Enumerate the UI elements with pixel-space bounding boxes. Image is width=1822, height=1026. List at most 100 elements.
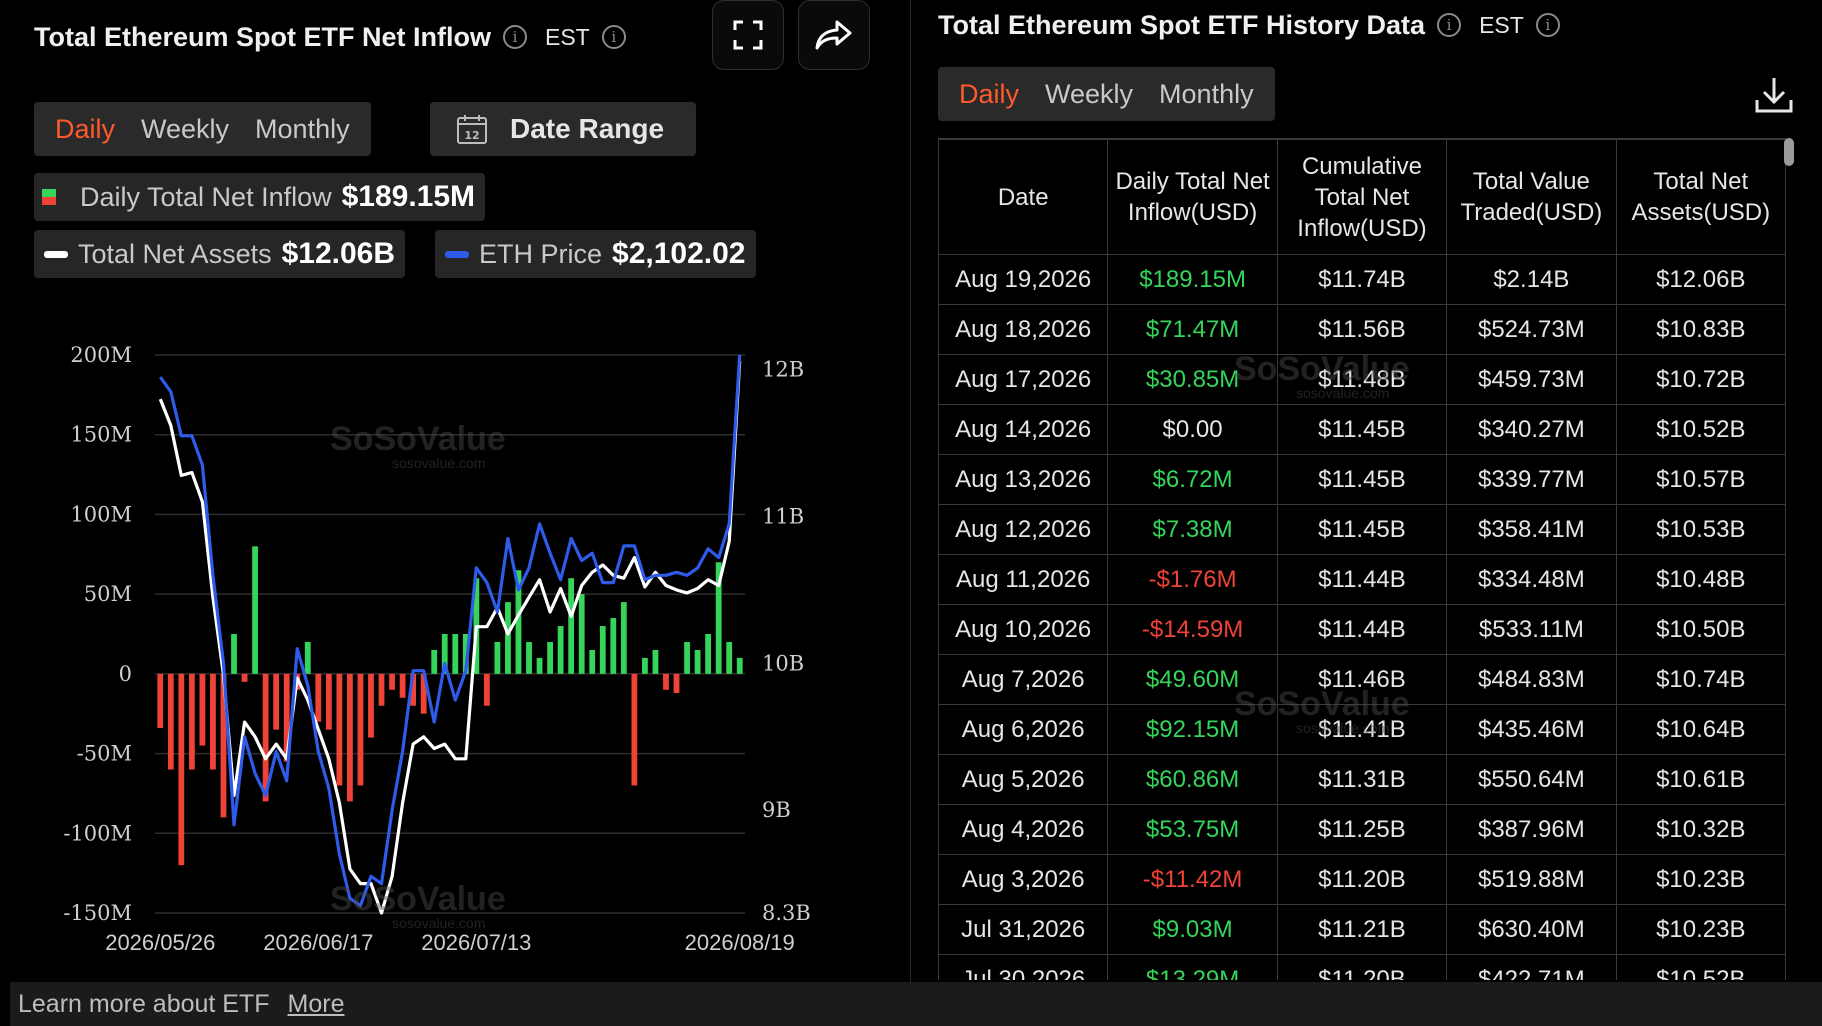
table-row[interactable]: Aug 11,2026 -$1.76M $11.44B $334.48M $10.48B — [938, 554, 1787, 605]
row-net-assets: $10.52B — [1615, 954, 1787, 980]
tab-daily[interactable]: Daily — [959, 78, 1020, 109]
info-icon[interactable]: i — [503, 25, 527, 49]
inflow-bar — [515, 570, 522, 674]
share-button[interactable] — [798, 0, 870, 70]
row-net-assets: $10.57B — [1615, 454, 1787, 505]
row-date: Aug 3,2026 — [938, 854, 1109, 905]
x-tick-label: 2026/05/26 — [105, 930, 215, 955]
row-net-assets: $10.32B — [1615, 804, 1787, 855]
left-tick-label: 150M — [70, 423, 132, 447]
timezone-info-icon[interactable]: i — [1535, 13, 1560, 37]
timezone-info-icon[interactable]: i — [601, 25, 626, 49]
table-row[interactable]: Aug 6,2026 $92.15M $11.41B $435.46M $10.64B — [938, 704, 1787, 755]
legend-eth-price[interactable]: ETH Price $2,102.02 — [435, 230, 756, 278]
download-icon[interactable] — [1754, 76, 1794, 114]
timezone-label: EST — [1479, 11, 1524, 38]
table-row[interactable]: Aug 12,2026 $7.38M $11.45B $358.41M $10.53B — [938, 504, 1787, 555]
tab-daily[interactable]: Daily — [55, 113, 116, 144]
row-date: Aug 17,2026 — [938, 354, 1109, 405]
row-cumulative-inflow: $11.45B — [1276, 454, 1448, 505]
row-cumulative-inflow: $11.45B — [1276, 404, 1448, 455]
legend-price-label: ETH Price — [479, 238, 603, 269]
tab-monthly[interactable]: Monthly — [1159, 78, 1254, 109]
inflow-bar — [262, 673, 269, 802]
table-row[interactable]: Aug 13,2026 $6.72M $11.45B $339.77M $10.57B — [938, 454, 1787, 505]
table-period-tabs: Daily Weekly Monthly — [938, 67, 1275, 121]
inflow-bar — [620, 602, 627, 674]
date-range-button[interactable]: 12 Date Range — [430, 102, 696, 156]
row-net-assets: $10.74B — [1615, 654, 1787, 705]
inflow-bar — [420, 673, 427, 714]
row-value-traded: $334.48M — [1446, 554, 1617, 605]
left-tick-label: 200M — [70, 343, 132, 367]
net-inflow-chart[interactable]: 200M 150M 100M 50M 0 -50M -100M -150M 12B 11B 10B 9… — [10, 320, 890, 970]
calendar-day-text: 12 — [464, 129, 479, 142]
legend-total-net-assets[interactable]: Total Net Assets $12.06B — [34, 230, 406, 278]
table-row[interactable]: Aug 4,2026 $53.75M $11.25B $387.96M $10.32B — [938, 804, 1787, 855]
legend-inflow-value: $189.15M — [341, 180, 476, 213]
inflow-bar — [505, 602, 511, 674]
inflow-bar — [568, 578, 575, 674]
chart-title: Total Ethereum Spot ETF Net Inflow — [34, 21, 491, 52]
tab-weekly[interactable]: Weekly — [141, 113, 230, 144]
inflow-bar — [557, 626, 564, 674]
column-header-net-assets[interactable]: Total Net Assets(USD) — [1615, 138, 1787, 255]
tab-weekly[interactable]: Weekly — [1045, 78, 1134, 109]
row-date: Aug 13,2026 — [938, 454, 1109, 505]
table-row[interactable]: Aug 3,2026 -$11.42M $11.20B $519.88M $10.23B — [938, 854, 1787, 905]
left-tick-label: -50M — [77, 742, 132, 766]
table-row[interactable]: Aug 19,2026 $189.15M $11.74B $2.14B $12.06B — [938, 254, 1787, 305]
column-header-cumulative-inflow[interactable]: Cumulative Total Net Inflow(USD) — [1276, 138, 1448, 255]
inflow-bar — [736, 657, 743, 674]
price-line-icon — [445, 250, 469, 258]
table-row[interactable]: Aug 14,2026 $0.00 $11.45B $340.27M $10.52B — [938, 404, 1787, 455]
net-inflow-panel: Total Ethereum Spot ETF Net Inflow i EST… — [10, 0, 911, 982]
row-daily-inflow: $60.86M — [1107, 754, 1278, 805]
date-range-label: Date Range — [510, 113, 665, 144]
row-cumulative-inflow: $11.44B — [1276, 604, 1448, 655]
inflow-bar — [705, 634, 712, 674]
legend-assets-value: $12.06B — [281, 237, 396, 270]
inflow-bar — [188, 673, 195, 770]
inflow-bar — [273, 673, 280, 730]
row-value-traded: $630.40M — [1446, 904, 1617, 955]
more-link[interactable]: More — [287, 989, 345, 1018]
info-icon[interactable]: i — [1437, 13, 1462, 37]
legend-inflow[interactable]: Daily Total Net Inflow $189.15M — [34, 173, 486, 221]
left-tick-label: 50M — [84, 582, 132, 606]
table-row[interactable]: Aug 17,2026 $30.85M $11.48B $459.73M $10.72B — [938, 354, 1787, 405]
table-header-row: Date Daily Total Net Inflow(USD) Cumulat… — [938, 138, 1787, 255]
inflow-bar — [536, 657, 543, 674]
table-scrollbar[interactable] — [1784, 138, 1794, 166]
tab-monthly[interactable]: Monthly — [255, 113, 350, 144]
history-table-container[interactable]: Date Daily Total Net Inflow(USD) Cumulat… — [938, 138, 1790, 980]
table-row[interactable]: Aug 10,2026 -$14.59M $11.44B $533.11M $10.50… — [938, 604, 1787, 655]
row-value-traded: $435.46M — [1446, 704, 1617, 755]
column-header-date[interactable]: Date — [938, 138, 1109, 255]
table-row[interactable]: Jul 30,2026 $13.29M $11.20B $422.71M $10.52B — [938, 954, 1787, 980]
inflow-bar — [452, 634, 459, 674]
inflow-bar — [652, 649, 659, 674]
row-daily-inflow: $92.15M — [1107, 704, 1278, 755]
share-icon — [815, 20, 852, 50]
row-value-traded: $519.88M — [1446, 854, 1617, 905]
timezone-label: EST — [545, 23, 590, 50]
fullscreen-button[interactable] — [712, 0, 784, 70]
row-daily-inflow: $189.15M — [1107, 254, 1278, 305]
footer-bar: Learn more about ETF More — [10, 982, 1822, 1026]
inflow-bar — [410, 673, 417, 706]
table-row[interactable]: Aug 18,2026 $71.47M $11.56B $524.73M $10.83B — [938, 304, 1787, 355]
row-daily-inflow: $6.72M — [1107, 454, 1278, 505]
row-cumulative-inflow: $11.20B — [1276, 854, 1448, 905]
inflow-bar — [231, 634, 237, 674]
inflow-bar — [578, 594, 585, 674]
table-row[interactable]: Aug 5,2026 $60.86M $11.31B $550.64M $10.61B — [938, 754, 1787, 805]
table-row[interactable]: Jul 31,2026 $9.03M $11.21B $630.40M $10.23B — [938, 904, 1787, 955]
inflow-bar — [589, 649, 596, 674]
column-header-value-traded[interactable]: Total Value Traded(USD) — [1446, 138, 1617, 255]
inflow-bar — [167, 673, 174, 770]
column-header-daily-inflow[interactable]: Daily Total Net Inflow(USD) — [1107, 138, 1278, 255]
inflow-bar — [494, 641, 501, 674]
row-date: Aug 11,2026 — [938, 554, 1109, 605]
table-row[interactable]: Aug 7,2026 $49.60M $11.46B $484.83M $10.74B — [938, 654, 1787, 705]
